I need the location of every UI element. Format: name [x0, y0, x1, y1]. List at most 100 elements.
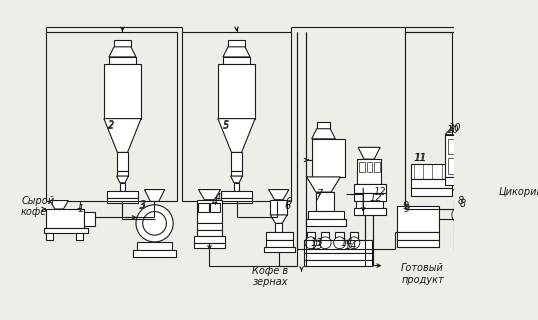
Bar [357, 159, 381, 185]
Bar [397, 232, 439, 240]
Text: 1: 1 [76, 202, 82, 212]
Polygon shape [199, 189, 221, 200]
Circle shape [143, 212, 166, 235]
Bar [84, 212, 95, 226]
Bar [76, 234, 83, 240]
Bar [366, 162, 372, 172]
Text: 6: 6 [284, 202, 291, 212]
Bar [234, 183, 239, 191]
Bar [335, 232, 344, 244]
Circle shape [452, 206, 469, 223]
Bar [307, 232, 315, 244]
Bar [137, 242, 172, 250]
Bar [312, 139, 345, 177]
Text: 6: 6 [286, 197, 292, 207]
Polygon shape [50, 201, 68, 209]
Text: 7: 7 [316, 189, 322, 199]
Bar [109, 57, 136, 64]
Bar [182, 32, 292, 201]
Bar [117, 152, 128, 171]
Circle shape [465, 206, 482, 223]
Text: Сырой
кофе: Сырой кофе [21, 196, 54, 217]
Bar [221, 191, 252, 198]
Bar [321, 232, 329, 244]
Bar [197, 223, 222, 230]
Polygon shape [268, 189, 289, 200]
Polygon shape [223, 47, 250, 57]
Text: 9: 9 [404, 204, 410, 214]
Text: 10: 10 [448, 123, 461, 133]
Text: 10: 10 [447, 125, 459, 135]
Bar [221, 198, 252, 203]
Circle shape [136, 205, 173, 242]
Circle shape [305, 237, 317, 249]
Bar [445, 135, 480, 177]
Bar [107, 198, 138, 203]
Bar [231, 152, 242, 171]
Bar [445, 177, 480, 185]
Text: 14: 14 [340, 238, 352, 248]
Bar [304, 240, 372, 253]
Polygon shape [270, 215, 287, 223]
Bar [107, 191, 138, 198]
Circle shape [479, 206, 496, 223]
Bar [197, 200, 222, 223]
Text: 13: 13 [310, 241, 323, 251]
Bar [210, 203, 221, 212]
Bar [374, 162, 380, 172]
Polygon shape [312, 129, 335, 139]
Bar [406, 32, 490, 209]
Text: 3: 3 [140, 200, 147, 210]
Text: 4: 4 [215, 193, 221, 203]
Bar [117, 171, 129, 176]
Text: 14: 14 [344, 241, 357, 251]
Bar [306, 219, 346, 226]
Bar [454, 235, 501, 244]
Bar [448, 139, 478, 154]
Bar [114, 40, 131, 47]
Text: 8: 8 [457, 196, 463, 205]
Text: 12: 12 [370, 193, 382, 203]
Bar [218, 64, 255, 119]
Bar [359, 162, 365, 172]
Bar [46, 32, 178, 201]
Bar [412, 188, 452, 196]
Bar [46, 209, 84, 228]
Text: 11: 11 [414, 153, 427, 163]
Bar [454, 200, 501, 235]
Bar [406, 32, 490, 209]
Bar [308, 211, 344, 219]
Bar [223, 57, 250, 64]
Bar [354, 193, 386, 201]
Text: 2: 2 [108, 121, 115, 131]
Bar [197, 230, 222, 236]
Bar [412, 180, 452, 188]
Text: 13: 13 [310, 238, 323, 248]
Text: Кофе в
зернах: Кофе в зернах [252, 266, 288, 287]
Circle shape [319, 237, 331, 249]
Bar [350, 232, 358, 244]
Bar [270, 200, 287, 215]
Polygon shape [307, 177, 341, 192]
Text: 4: 4 [213, 197, 218, 207]
Bar [104, 64, 141, 119]
Bar [298, 32, 306, 281]
Bar [455, 118, 466, 124]
Polygon shape [144, 189, 165, 201]
Bar [357, 201, 384, 208]
Text: Готовый
продукт: Готовый продукт [401, 263, 444, 285]
Bar [199, 203, 209, 212]
Polygon shape [231, 176, 243, 183]
Text: 8: 8 [460, 199, 466, 209]
Text: 11: 11 [414, 153, 426, 163]
Text: Цикорий: Цикорий [498, 187, 538, 197]
Bar [304, 260, 372, 266]
Bar [275, 223, 282, 232]
Bar [228, 40, 245, 47]
Circle shape [348, 237, 360, 249]
Text: 1: 1 [77, 204, 83, 214]
Text: 9: 9 [402, 202, 408, 212]
Text: 5: 5 [223, 121, 230, 131]
Text: 2: 2 [108, 120, 115, 130]
Bar [397, 206, 439, 232]
